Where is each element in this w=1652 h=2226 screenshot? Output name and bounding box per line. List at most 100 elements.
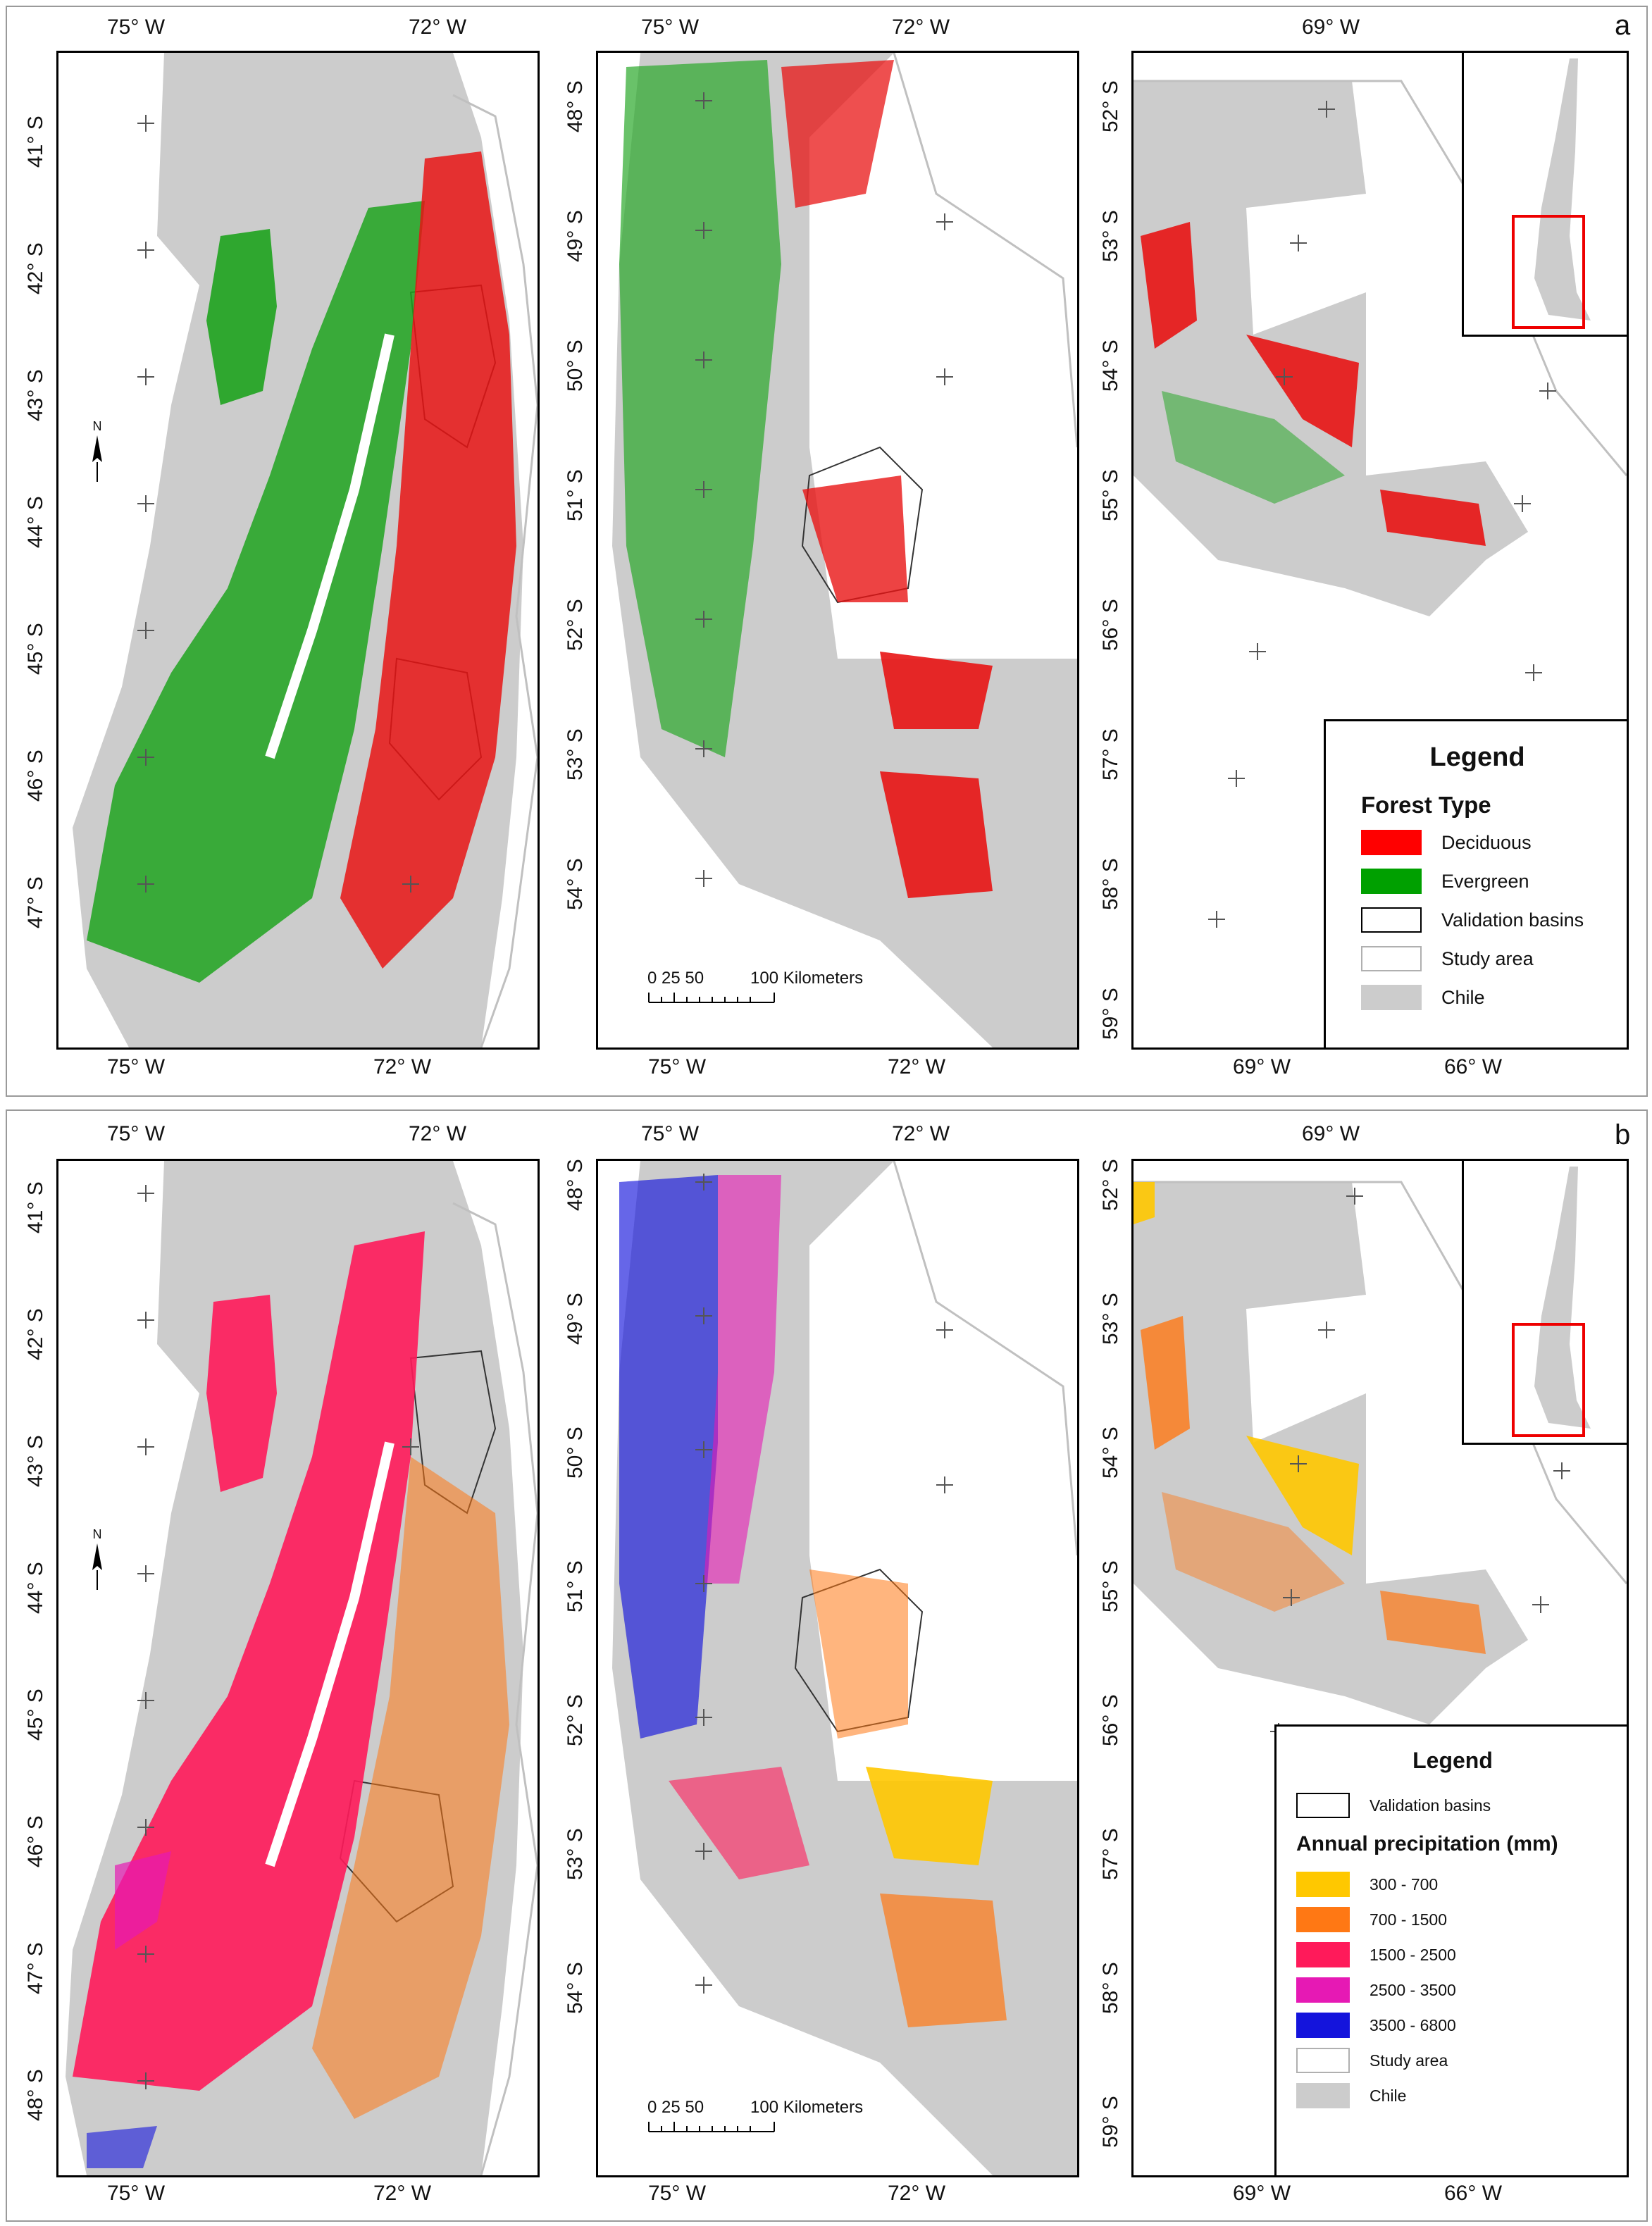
precip-700-1500: [1380, 1591, 1486, 1654]
legend-label: Validation basins: [1441, 909, 1584, 931]
top-label: 75° W: [641, 1122, 700, 1145]
map-a2: 0 25 50 100 Kilometers: [596, 51, 1079, 1050]
deciduous-forest: [340, 151, 516, 969]
top-label: 75° W: [641, 15, 700, 39]
swatch: [1361, 869, 1422, 894]
left-label: 58° S: [1099, 1962, 1122, 2014]
panel-b: b 75° W 72° W 75° W 72° W 41° S 42° S 43…: [6, 1109, 1648, 2222]
evergreen-forest: [206, 229, 277, 405]
map-b2: 0 25 50 100 Kilometers: [596, 1159, 1079, 2177]
legend-label: 700 - 1500: [1370, 1910, 1447, 1929]
top-label: 72° W: [892, 1122, 950, 1145]
legend-label: Deciduous: [1441, 831, 1532, 853]
precip-300-700: [866, 1767, 993, 1865]
precip-700-1500: [880, 1894, 1007, 2027]
deciduous-forest: [1380, 490, 1486, 546]
graticule-crosses: [695, 92, 953, 887]
left-label: 42° S: [24, 242, 47, 294]
legend-label: Chile: [1370, 2086, 1407, 2105]
left-label: 48° S: [564, 80, 587, 132]
fjord-channel: [265, 333, 395, 759]
left-label: 50° S: [564, 340, 587, 392]
legend-label: Chile: [1441, 986, 1485, 1008]
left-label: 53° S: [1099, 210, 1122, 262]
legend-item-deciduous: Deciduous: [1361, 828, 1532, 857]
validation-basin: [409, 1350, 497, 1515]
legend-item-validation-basins: Validation basins: [1361, 906, 1584, 934]
bottom-label: 75° W: [648, 2182, 707, 2205]
deciduous-forest: [1246, 335, 1359, 447]
panel-a: a 75° W 72° W 75° W 72° W 41° S 42° S 43…: [6, 6, 1648, 1097]
precip-700-1500: [1141, 1316, 1190, 1450]
left-label: 44° S: [24, 1562, 47, 1614]
legend-item-chile: Chile: [1361, 983, 1485, 1012]
map-a1: N: [56, 51, 540, 1050]
top-label: 75° W: [107, 1122, 166, 1145]
legend-label: 2500 - 3500: [1370, 1980, 1456, 1999]
fjord-channel: [265, 1441, 395, 1867]
top-label: 72° W: [892, 15, 950, 39]
left-label: 55° S: [1099, 1560, 1122, 1612]
left-label: 56° S: [1099, 1694, 1122, 1746]
validation-basin: [801, 446, 924, 604]
study-area-outline: [452, 94, 538, 1047]
precip-2500-3500: [115, 1851, 171, 1950]
top-label: 72° W: [409, 1122, 467, 1145]
swatch: [1296, 1977, 1350, 2003]
left-label: 58° S: [1099, 858, 1122, 910]
precip-300-700: [1246, 1436, 1359, 1555]
left-label: 53° S: [564, 1828, 587, 1880]
bottom-label: 75° W: [648, 1055, 707, 1078]
graticule-crosses: [1208, 101, 1556, 928]
left-label: 52° S: [564, 1694, 587, 1746]
precip-1500-2500: [669, 1767, 809, 1879]
north-label: N: [92, 419, 102, 433]
scale-end: 100 Kilometers: [750, 2098, 864, 2117]
legend-label: Evergreen: [1441, 870, 1529, 892]
left-label: 43° S: [24, 1435, 47, 1487]
north-arrow: N: [87, 1527, 108, 1591]
swatch: [1361, 907, 1422, 933]
bottom-label: 69° W: [1233, 2182, 1291, 2205]
left-label: 56° S: [1099, 599, 1122, 651]
legend-label: Validation basins: [1370, 1796, 1491, 1815]
legend-title: Legend: [1412, 1748, 1493, 1773]
left-label: 47° S: [24, 876, 47, 928]
evergreen-forest: [619, 60, 781, 757]
precip-700-1500: [312, 1457, 509, 2119]
extent-box: [1512, 215, 1585, 329]
map-a3: Legend Forest Type Deciduous Evergreen V…: [1131, 51, 1629, 1050]
precip-2500-3500: [704, 1175, 781, 1584]
left-label: 41° S: [24, 1181, 47, 1233]
bottom-label: 72° W: [373, 1055, 432, 1078]
left-label: 49° S: [564, 1293, 587, 1345]
left-label: 52° S: [1099, 80, 1122, 132]
bottom-label: 66° W: [1444, 2182, 1503, 2205]
left-label: 43° S: [24, 369, 47, 421]
swatch: [1296, 1907, 1350, 1932]
left-label: 48° S: [24, 2069, 47, 2121]
left-label: 41° S: [24, 116, 47, 168]
graticule-crosses: [137, 115, 419, 893]
left-label: 54° S: [564, 858, 587, 910]
swatch: [1296, 1793, 1350, 1818]
left-label: 49° S: [564, 210, 587, 262]
deciduous-forest: [781, 60, 894, 208]
graticule-crosses: [137, 1185, 419, 2089]
precip-3500-6800: [619, 1175, 718, 1739]
left-label: 59° S: [1099, 988, 1122, 1040]
study-area-outline: [452, 1202, 538, 2175]
bottom-label: 75° W: [107, 1055, 166, 1078]
bottom-label: 69° W: [1233, 1055, 1291, 1078]
precip-700-1500: [809, 1569, 908, 1739]
legend-label: Study area: [1370, 2051, 1448, 2070]
left-label: 54° S: [564, 1962, 587, 2014]
left-label: 44° S: [24, 496, 47, 548]
legend-item-2500-3500: 2500 - 3500: [1296, 1976, 1456, 2004]
evergreen-forest: [1162, 391, 1345, 504]
swatch: [1296, 2048, 1350, 2073]
precip-700-1500: [1162, 1492, 1345, 1612]
legend-title: Legend: [1429, 742, 1525, 772]
panel-letter: a: [1615, 10, 1631, 41]
chile-outline: [1534, 1167, 1591, 1429]
